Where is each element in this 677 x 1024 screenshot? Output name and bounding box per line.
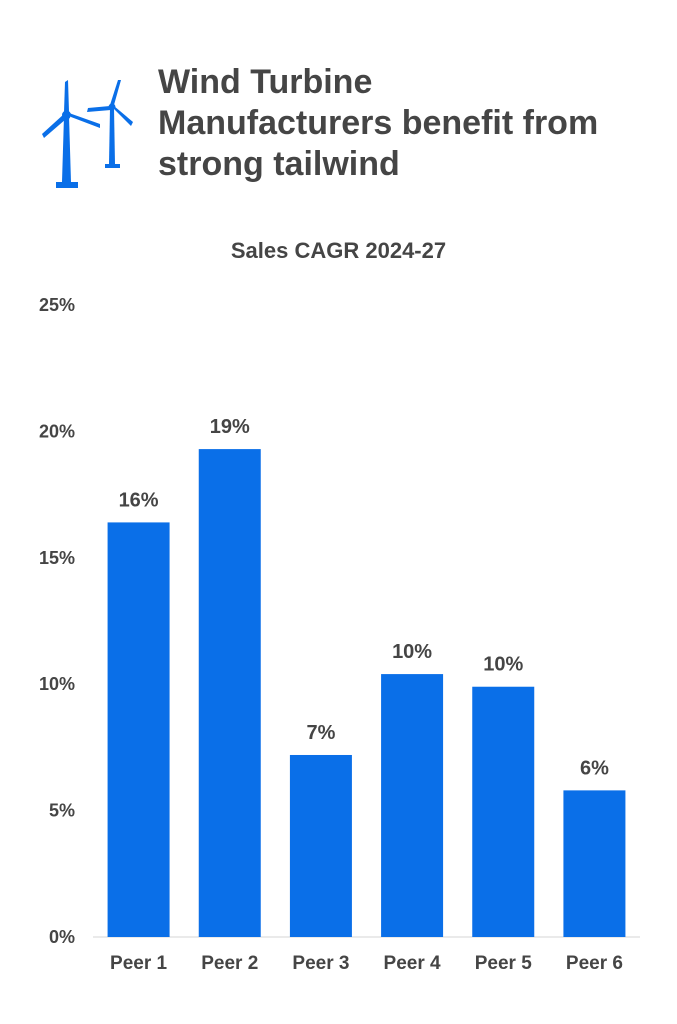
title-line-2: Manufacturers benefit from bbox=[158, 104, 599, 142]
bar bbox=[107, 522, 170, 937]
data-label: 7% bbox=[306, 722, 335, 744]
x-tick-label: Peer 1 bbox=[110, 953, 167, 974]
bar bbox=[381, 674, 444, 937]
bar-chart: 0% 5% 10% 15% 20% 25% 16% Peer 1 19% Peer 2 7% Peer… bbox=[39, 295, 640, 974]
x-tick-label: Peer 3 bbox=[292, 953, 349, 974]
wind-turbines-icon bbox=[42, 80, 133, 188]
data-label: 10% bbox=[392, 641, 432, 663]
data-label: 19% bbox=[210, 416, 250, 438]
chart-title: Sales CAGR 2024-27 bbox=[230, 238, 447, 263]
y-tick-label: 0% bbox=[49, 927, 75, 947]
x-tick-label: Peer 5 bbox=[475, 953, 532, 974]
title-line-1: Wind Turbine bbox=[158, 63, 373, 101]
bar bbox=[198, 449, 261, 937]
bar bbox=[563, 790, 626, 937]
header: Wind Turbine Manufacturers benefit from … bbox=[0, 0, 677, 200]
page-title: Wind Turbine Manufacturers benefit from … bbox=[158, 62, 598, 185]
data-label: 10% bbox=[483, 654, 523, 676]
y-tick-label: 15% bbox=[39, 548, 75, 568]
x-tick-label: Peer 6 bbox=[566, 953, 623, 974]
data-label: 16% bbox=[119, 489, 159, 511]
x-tick-label: Peer 4 bbox=[384, 953, 441, 974]
y-tick-label: 5% bbox=[49, 801, 75, 821]
title-line-3: strong tailwind bbox=[158, 145, 400, 183]
y-tick-label: 25% bbox=[39, 295, 75, 315]
x-tick-label: Peer 2 bbox=[201, 953, 258, 974]
data-label: 6% bbox=[580, 757, 609, 779]
y-tick-label: 20% bbox=[39, 421, 75, 441]
y-tick-label: 10% bbox=[39, 674, 75, 694]
bar bbox=[472, 686, 535, 937]
bar bbox=[289, 754, 352, 937]
